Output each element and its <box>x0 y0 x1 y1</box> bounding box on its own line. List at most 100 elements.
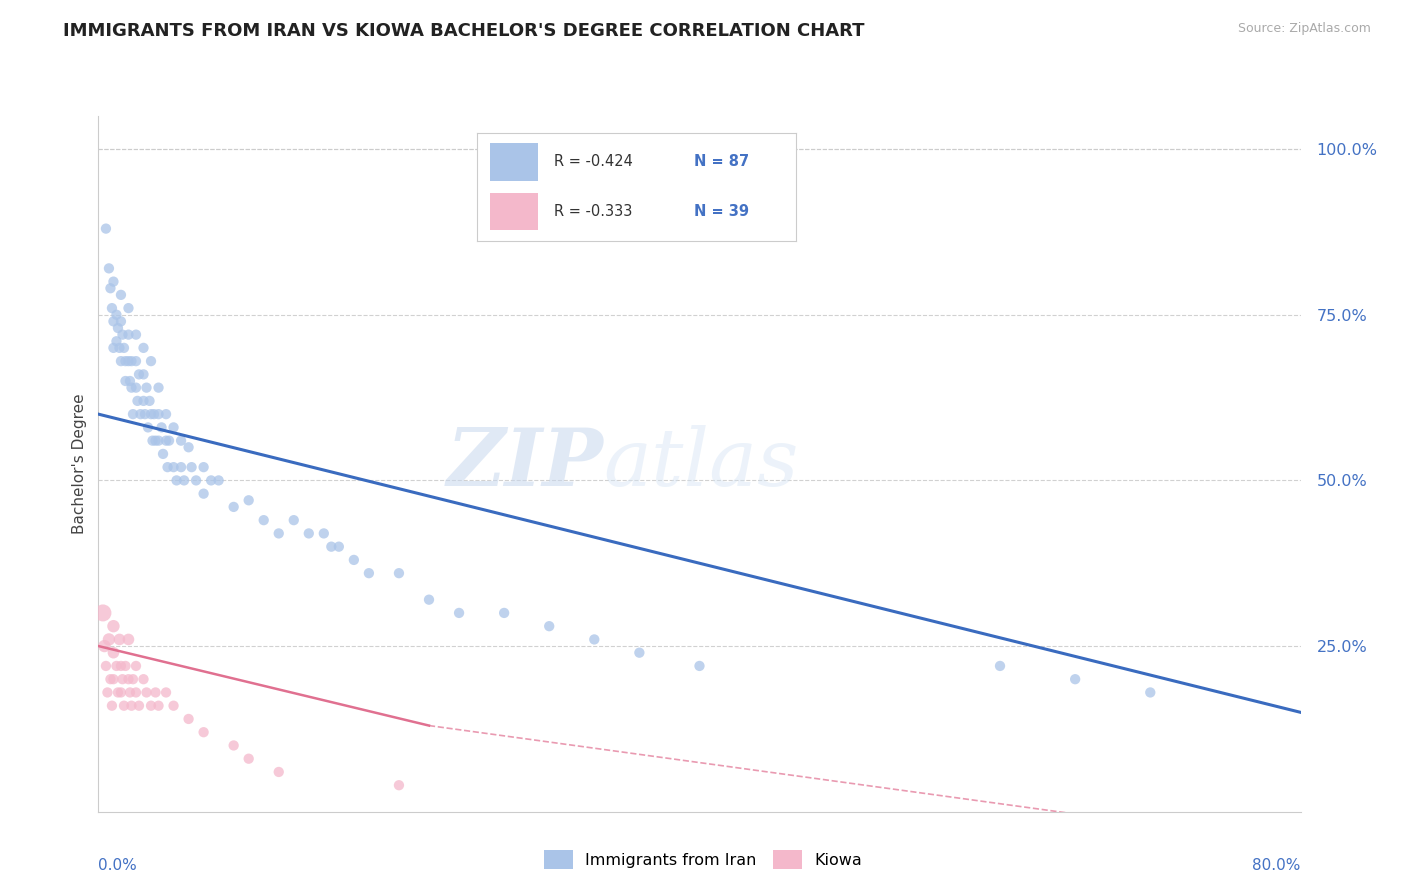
Point <box>139 354 162 368</box>
Point <box>238 493 260 508</box>
Point <box>136 420 159 434</box>
Point <box>162 460 184 475</box>
Text: IMMIGRANTS FROM IRAN VS KIOWA BACHELOR'S DEGREE CORRELATION CHART: IMMIGRANTS FROM IRAN VS KIOWA BACHELOR'S… <box>63 22 865 40</box>
Point <box>110 659 132 673</box>
Point <box>162 698 184 713</box>
Point <box>1139 685 1161 699</box>
Point <box>103 672 125 686</box>
Point <box>112 698 135 713</box>
Point <box>108 341 131 355</box>
Point <box>145 434 167 448</box>
Point <box>148 381 170 395</box>
Point <box>193 460 215 475</box>
Point <box>388 778 411 792</box>
Point <box>101 301 124 315</box>
Point <box>156 460 179 475</box>
Point <box>418 592 440 607</box>
Point <box>110 685 132 699</box>
Text: 0.0%: 0.0% <box>98 858 138 873</box>
Point <box>91 606 114 620</box>
Text: Source: ZipAtlas.com: Source: ZipAtlas.com <box>1237 22 1371 36</box>
Point <box>494 606 516 620</box>
Point <box>107 321 129 335</box>
Point <box>447 606 470 620</box>
Point <box>143 407 166 421</box>
Point <box>1064 672 1087 686</box>
Point <box>125 685 148 699</box>
Point <box>105 308 128 322</box>
Point <box>125 659 148 673</box>
Point <box>139 407 162 421</box>
Point <box>162 420 184 434</box>
Point <box>238 752 260 766</box>
Point <box>96 685 118 699</box>
Point <box>118 685 141 699</box>
Point <box>103 314 125 328</box>
Point <box>132 341 155 355</box>
Point <box>193 725 215 739</box>
Point <box>180 460 202 475</box>
Point <box>170 460 193 475</box>
Point <box>155 407 177 421</box>
Point <box>173 474 195 488</box>
Point <box>100 281 122 295</box>
Point <box>93 639 115 653</box>
Point <box>267 764 290 779</box>
Point <box>111 672 134 686</box>
Point <box>139 698 162 713</box>
Point <box>267 526 290 541</box>
Point <box>121 381 143 395</box>
Point <box>105 334 128 349</box>
Point <box>129 407 152 421</box>
Point <box>134 407 156 421</box>
Point <box>112 341 135 355</box>
Point <box>988 659 1011 673</box>
Point <box>150 420 173 434</box>
Point <box>583 632 606 647</box>
Point <box>125 327 148 342</box>
Point <box>138 393 160 408</box>
Point <box>222 739 245 753</box>
Point <box>193 486 215 500</box>
Point <box>148 434 170 448</box>
Point <box>166 474 188 488</box>
Point <box>101 698 124 713</box>
Point <box>141 434 163 448</box>
Point <box>148 407 170 421</box>
Text: 80.0%: 80.0% <box>1253 858 1301 873</box>
Point <box>321 540 343 554</box>
Point <box>97 261 120 276</box>
Point <box>343 553 366 567</box>
Point <box>222 500 245 514</box>
Point <box>110 288 132 302</box>
Point <box>103 619 125 633</box>
Point <box>283 513 305 527</box>
Point <box>628 646 651 660</box>
Point <box>145 685 167 699</box>
Point <box>122 672 145 686</box>
Point <box>114 659 136 673</box>
Point <box>177 440 200 454</box>
Point <box>125 354 148 368</box>
Point <box>117 632 139 647</box>
Point <box>688 659 710 673</box>
Point <box>157 434 180 448</box>
Point <box>111 327 134 342</box>
Point <box>170 434 193 448</box>
Point <box>253 513 276 527</box>
Point <box>312 526 335 541</box>
Point <box>118 374 141 388</box>
Point <box>97 632 120 647</box>
Point <box>328 540 350 554</box>
Point <box>121 354 143 368</box>
Point <box>103 341 125 355</box>
Point <box>110 314 132 328</box>
Point <box>108 632 131 647</box>
Point <box>177 712 200 726</box>
Point <box>127 393 149 408</box>
Point <box>132 393 155 408</box>
Point <box>135 381 157 395</box>
Legend: Immigrants from Iran, Kiowa: Immigrants from Iran, Kiowa <box>537 844 869 875</box>
Point <box>103 275 125 289</box>
Point <box>184 474 207 488</box>
